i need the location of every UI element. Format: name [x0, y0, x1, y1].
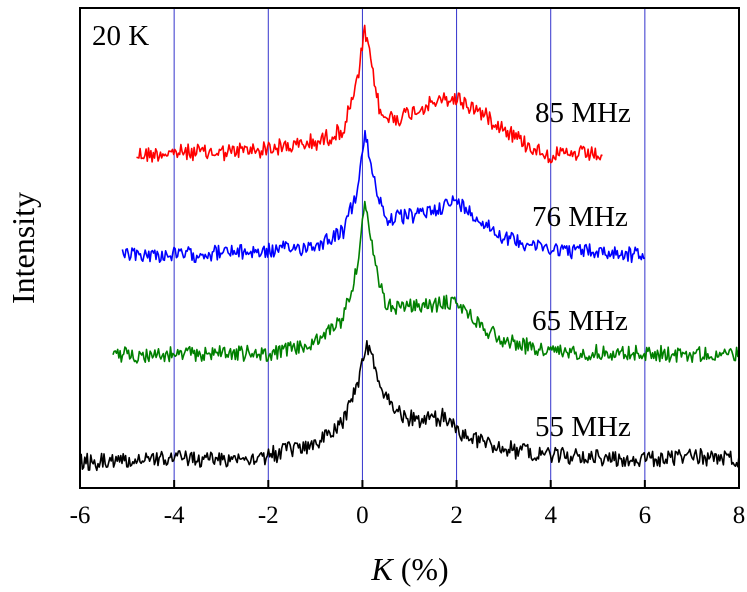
grid-lines — [173, 8, 646, 488]
x-tick-label: -6 — [70, 502, 91, 529]
series-label: 85 MHz — [535, 97, 631, 129]
y-axis-title: Intensity — [5, 192, 41, 304]
x-axis-title-rest: (%) — [393, 551, 449, 587]
series-line-65-mhz — [112, 200, 740, 364]
x-tick-label: 2 — [450, 502, 463, 529]
x-axis-title: K (%) — [370, 551, 448, 587]
x-tick-label: -4 — [164, 502, 185, 529]
series-label: 65 MHz — [532, 305, 628, 337]
x-tick-label: 8 — [733, 502, 746, 529]
x-tick-label: -2 — [258, 502, 279, 529]
x-tick-label: 0 — [356, 502, 369, 529]
x-tick-label: 4 — [544, 502, 557, 529]
series-label: 76 MHz — [532, 201, 628, 233]
x-axis-title-italic: K — [370, 551, 394, 587]
data-series — [79, 24, 740, 472]
series-label: 55 MHz — [535, 411, 631, 443]
series-line-76-mhz — [121, 129, 646, 264]
plot-frame — [79, 7, 740, 489]
series-labels: 85 MHz 76 MHz 65 MHz 55 MHz — [532, 97, 631, 443]
series-line-85-mhz — [136, 24, 603, 164]
x-ticks: -6 -4 -2 0 2 4 6 8 — [70, 480, 746, 529]
series-line-55-mhz — [79, 340, 740, 472]
temperature-annotation: 20 K — [92, 20, 149, 52]
x-tick-label: 6 — [639, 502, 652, 529]
